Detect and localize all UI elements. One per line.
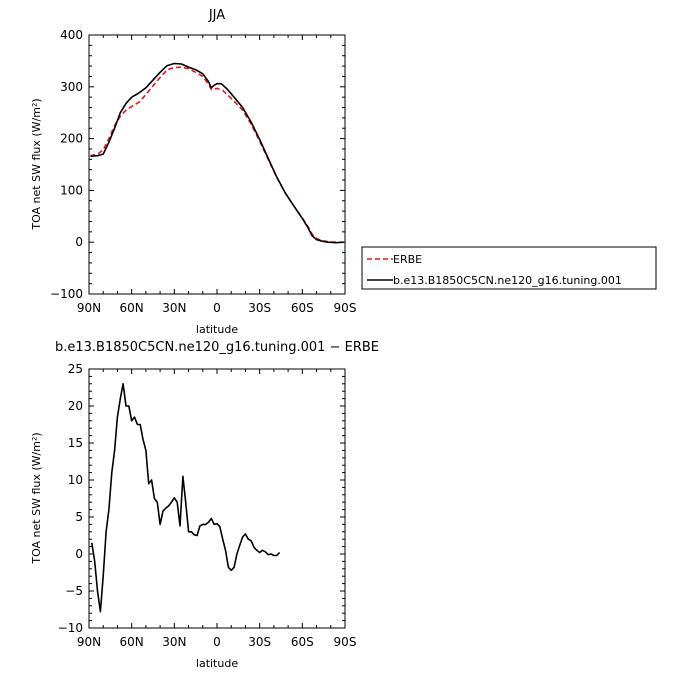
x-tick-label: 60S — [291, 301, 314, 315]
top-y-ticks: 400 300 200 100 0 −100 — [50, 28, 345, 301]
y-tick-label: 0 — [75, 547, 83, 561]
x-tick-label: 90N — [77, 301, 101, 315]
bottom-y-axis-label: TOA net SW flux (W/m²) — [30, 432, 43, 564]
y-tick-label: 25 — [68, 362, 83, 376]
top-chart-title: JJA — [208, 8, 225, 23]
legend: ERBE b.e13.B1850C5CN.ne120_g16.tuning.00… — [361, 246, 657, 290]
y-tick-label: 0 — [75, 235, 83, 249]
legend-box — [361, 246, 657, 290]
top-x-axis-label: latitude — [196, 323, 238, 336]
x-tick-label: 30N — [162, 635, 186, 649]
y-tick-label: 400 — [60, 28, 83, 42]
x-tick-label: 60N — [120, 635, 144, 649]
top-plot-frame — [88, 34, 346, 295]
y-tick-label: 20 — [68, 399, 83, 413]
x-tick-label: 60S — [291, 635, 314, 649]
series-line-0 — [90, 66, 344, 243]
legend-label-erbe: ERBE — [393, 253, 422, 266]
series-line-1 — [90, 62, 344, 244]
top-y-axis-label: TOA net SW flux (W/m²) — [30, 98, 43, 230]
x-tick-label: 30N — [162, 301, 186, 315]
y-tick-label: 15 — [68, 436, 83, 450]
x-tick-label: 90S — [334, 635, 357, 649]
x-tick-label: 30S — [248, 301, 271, 315]
bottom-series — [91, 383, 281, 613]
x-tick-label: 60N — [120, 301, 144, 315]
bottom-y-ticks: 25 20 15 10 5 0 −5 −10 — [58, 362, 345, 635]
bottom-x-axis-label: latitude — [196, 657, 238, 670]
y-tick-label: −5 — [65, 584, 83, 598]
y-tick-label: 5 — [75, 510, 83, 524]
y-tick-label: −100 — [50, 287, 83, 301]
x-tick-label: 90S — [334, 301, 357, 315]
bottom-x-ticks: 90N 60N 30N 0 30S 60S 90S — [77, 369, 357, 649]
y-tick-label: 300 — [60, 80, 83, 94]
x-tick-label: 0 — [213, 635, 221, 649]
y-tick-label: −10 — [58, 621, 83, 635]
top-series — [90, 62, 344, 244]
y-tick-label: 10 — [68, 473, 83, 487]
bottom-chart-title: b.e13.B1850C5CN.ne120_g16.tuning.001 − E… — [55, 340, 379, 355]
legend-label-model: b.e13.B1850C5CN.ne120_g16.tuning.001 — [393, 274, 622, 287]
y-tick-label: 200 — [60, 132, 83, 146]
y-tick-label: 100 — [60, 183, 83, 197]
series-line-0 — [91, 383, 281, 613]
x-tick-label: 0 — [213, 301, 221, 315]
bottom-plot-frame — [88, 368, 346, 629]
x-tick-label: 30S — [248, 635, 271, 649]
x-tick-label: 90N — [77, 635, 101, 649]
bottom-panel: b.e13.B1850C5CN.ne120_g16.tuning.001 − E… — [30, 340, 379, 670]
top-x-ticks: 90N 60N 30N 0 30S 60S 90S — [77, 35, 357, 315]
